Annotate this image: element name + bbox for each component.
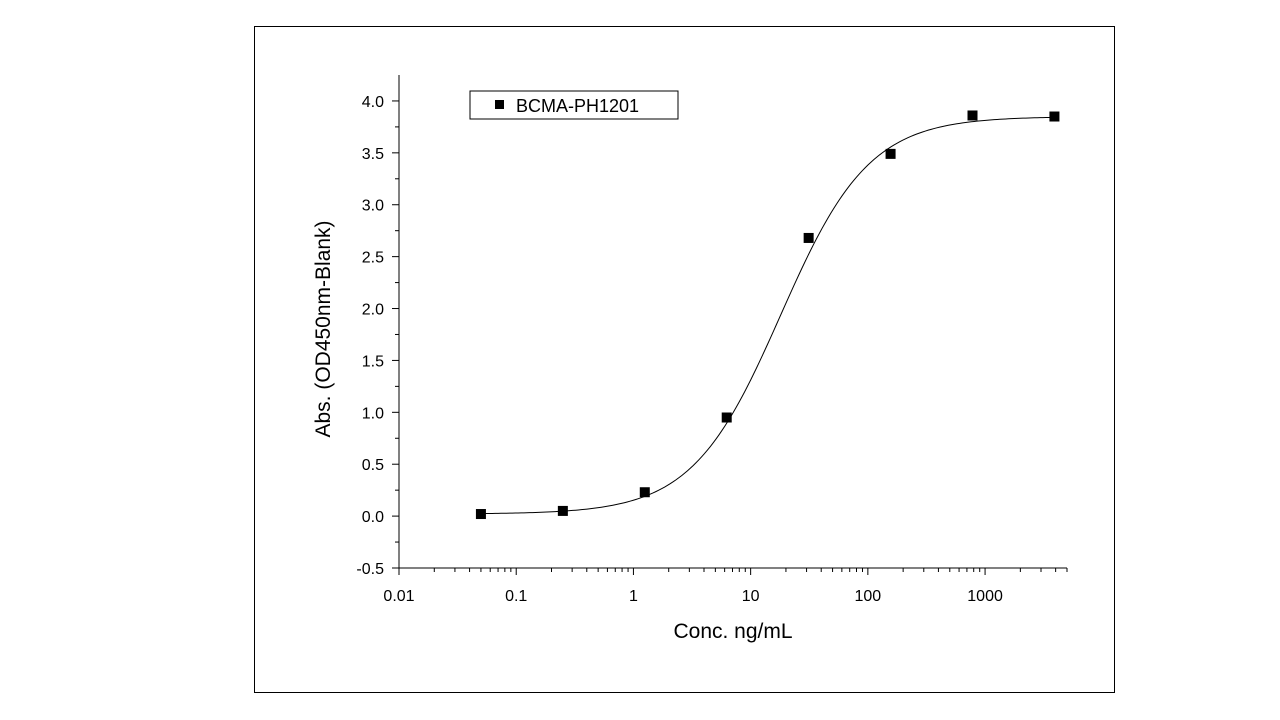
legend: BCMA-PH1201 (469, 90, 679, 120)
x-axis-label: Conc. ng/mL (673, 620, 792, 643)
x-tick-label: 0.1 (505, 588, 527, 605)
fit-curve-layer (480, 116, 1055, 515)
x-tick-label: 10 (742, 588, 760, 605)
data-point (1049, 111, 1060, 122)
data-points-layer (475, 110, 1060, 520)
legend-label: BCMA-PH1201 (516, 96, 639, 116)
y-tick-label: 2.0 (362, 302, 384, 319)
y-tick-label: 3.5 (362, 146, 384, 163)
data-point (639, 487, 650, 498)
x-tick-label: 100 (855, 588, 882, 605)
y-tick-label: 0.5 (362, 457, 384, 474)
data-point (721, 412, 732, 423)
x-tick-label: 0.01 (383, 588, 414, 605)
y-tick-label: -0.5 (356, 561, 384, 578)
y-tick-label: 4.0 (362, 94, 384, 111)
y-axis-label: Abs. (OD450nm-Blank) (312, 220, 335, 437)
chart-svg: -0.5 0.0 0.5 1.0 1.5 2.0 2.5 3.0 3.5 4.0 0.01 0.1 1 1… (312, 75, 1068, 643)
x-tick-label: 1 (629, 588, 638, 605)
data-point (475, 509, 486, 520)
chart-frame: -0.5 0.0 0.5 1.0 1.5 2.0 2.5 3.0 3.5 4.0 0.01 0.1 1 1… (254, 26, 1115, 693)
y-tick-label: 0.0 (362, 509, 384, 526)
fit-curve (480, 116, 1055, 515)
y-tick-label: 1.5 (362, 353, 384, 370)
legend-box (469, 90, 679, 120)
data-point (803, 232, 814, 243)
data-point (557, 505, 568, 516)
x-tick-label: 1000 (967, 588, 1003, 605)
axes: -0.5 0.0 0.5 1.0 1.5 2.0 2.5 3.0 3.5 4.0 0.01 0.1 1 1… (356, 75, 1068, 605)
legend-marker (495, 100, 504, 109)
data-point (885, 148, 896, 159)
y-tick-label: 1.0 (362, 405, 384, 422)
y-tick-label: 2.5 (362, 250, 384, 267)
data-point (967, 110, 978, 121)
y-tick-label: 3.0 (362, 198, 384, 215)
